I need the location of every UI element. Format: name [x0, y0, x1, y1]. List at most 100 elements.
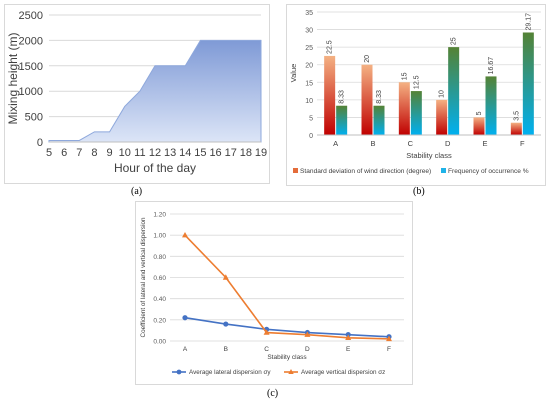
legend-swatch-std-dev: [293, 168, 298, 173]
y-tick-label: 0.20: [153, 317, 166, 324]
bar-data-label: 12.5: [413, 75, 420, 89]
x-tick-label: 9: [107, 147, 113, 159]
bar-std-dev: [510, 122, 522, 135]
x-tick-label: 10: [119, 147, 131, 159]
legend-label-frequency: Frequency of occurrence %: [448, 168, 529, 175]
bar-data-label: 8.33: [339, 90, 346, 104]
x-tick-label: 8: [91, 147, 97, 159]
y-tick-label: 35: [305, 10, 313, 17]
figure-label-a: (a): [131, 186, 143, 197]
x-tick-label: B: [224, 346, 228, 353]
y-tick-label: 0: [37, 137, 43, 149]
bar-data-label: 5: [476, 111, 483, 115]
x-tick-label: C: [264, 346, 269, 353]
x-tick-label: 14: [179, 147, 191, 159]
chart-panel-b: 0 5 10 15 20 25 30 35 22.5 8.33 A 20 8.33 B 15 12.5 C 10 2…: [286, 4, 546, 186]
x-tick-label: A: [333, 139, 338, 148]
mixing-height-chart: 0 500 1000 1500 2000 2500 5 6 7 8 9 10 11 12 13 14 15 16 1…: [6, 10, 267, 175]
point-lateral-dispersion: [223, 321, 229, 327]
bar-data-label: 16.67: [488, 57, 495, 75]
bar-frequency: [485, 76, 497, 135]
x-tick-label: 5: [46, 147, 52, 159]
bar-data-label: 29.17: [525, 13, 532, 31]
x-tick-label: C: [408, 139, 414, 148]
x-axis-title: Stability class: [406, 151, 452, 160]
x-tick-label: D: [305, 346, 310, 353]
point-vertical-dispersion: [304, 331, 311, 337]
x-axis-title: Hour of the day: [114, 161, 196, 175]
bar-data-label: 20: [364, 55, 371, 63]
chart-panel-c: 0.00 0.20 0.40 0.60 0.80 1.00 1.20 A B C D E F Stabil…: [135, 201, 413, 385]
y-tick-label: 0: [309, 133, 313, 140]
x-tick-label: 16: [209, 147, 221, 159]
point-vertical-dispersion: [345, 334, 352, 341]
stability-class-bar-chart: 0 5 10 15 20 25 30 35 22.5 8.33 A 20 8.33 B 15 12.5 C 10 2…: [289, 10, 541, 175]
y-tick-label: 0.60: [153, 275, 166, 282]
point-vertical-dispersion: [386, 335, 392, 342]
x-tick-label: 13: [164, 147, 176, 159]
y-tick-label: 2000: [19, 35, 43, 47]
x-tick-label: 12: [149, 147, 161, 159]
x-axis-title: Stability class: [267, 354, 307, 361]
chart-panel-a: 0 500 1000 1500 2000 2500 5 6 7 8 9 10 11 12 13 14 15 16 1…: [4, 4, 270, 184]
x-tick-label: 6: [61, 147, 67, 159]
mixing-height-area: [48, 39, 262, 143]
x-tick-label: 17: [225, 147, 237, 159]
x-tick-label: E: [346, 346, 351, 353]
y-tick-label: 2500: [19, 10, 43, 22]
legend-marker-lateral: [176, 369, 182, 375]
x-tick-label: 18: [240, 147, 252, 159]
bar-frequency: [448, 47, 460, 136]
figure-label-b: (b): [413, 186, 425, 197]
point-vertical-dispersion: [182, 231, 188, 238]
y-tick-label: 25: [305, 45, 313, 52]
y-tick-label: 5: [309, 115, 313, 122]
line-vertical-dispersion: [184, 234, 390, 340]
point-lateral-dispersion: [182, 315, 188, 321]
x-tick-label: E: [482, 139, 487, 148]
x-tick-label: 7: [76, 147, 82, 159]
bar-data-label: 3.5: [513, 111, 520, 121]
bar-frequency: [410, 91, 422, 135]
y-axis-title: Mixing height (m): [6, 32, 20, 124]
y-tick-label: 30: [305, 28, 313, 35]
y-tick-label: 10: [305, 98, 313, 105]
y-axis-title: Value: [289, 64, 298, 83]
bar-std-dev: [398, 82, 410, 135]
bar-data-label: 25: [451, 37, 458, 45]
y-tick-label: 1500: [19, 61, 43, 73]
x-tick-label: 11: [134, 147, 145, 159]
x-tick-label: A: [183, 346, 188, 353]
x-tick-label: 19: [255, 147, 267, 159]
y-tick-label: 0.80: [153, 254, 166, 261]
bar-data-label: 10: [439, 90, 446, 98]
bar-data-label: 15: [401, 72, 408, 80]
bar-frequency: [522, 32, 534, 136]
y-tick-label: 0.40: [153, 296, 166, 303]
bar-std-dev: [436, 99, 448, 135]
x-tick-label: 15: [194, 147, 206, 159]
x-tick-label: D: [445, 139, 451, 148]
y-tick-label: 0.00: [153, 339, 166, 346]
figure-label-c: (c): [267, 388, 279, 399]
bar-frequency: [373, 105, 385, 135]
line-lateral-dispersion: [184, 316, 390, 338]
bar-data-label: 22.5: [327, 40, 334, 54]
point-vertical-dispersion: [263, 329, 270, 335]
y-tick-label: 15: [305, 80, 313, 87]
bar-std-dev: [473, 117, 485, 135]
x-tick-label: B: [370, 139, 375, 148]
y-tick-label: 1.00: [153, 233, 166, 240]
legend-swatch-frequency: [441, 168, 446, 173]
x-tick-label: F: [387, 346, 391, 353]
y-tick-label: 1.20: [153, 212, 166, 219]
dispersion-line-chart: 0.00 0.20 0.40 0.60 0.80 1.00 1.20 A B C D E F Stabil…: [140, 212, 404, 376]
x-tick-label: F: [520, 139, 525, 148]
bar-std-dev: [324, 55, 336, 135]
bar-std-dev: [361, 64, 373, 135]
legend-label-lateral: Average lateral dispersion σy: [189, 369, 271, 376]
bar-frequency: [336, 105, 348, 135]
legend-marker-vertical: [288, 369, 294, 374]
y-tick-label: 20: [305, 63, 313, 70]
legend-label-vertical: Average vertical dispersion σz: [301, 369, 385, 376]
